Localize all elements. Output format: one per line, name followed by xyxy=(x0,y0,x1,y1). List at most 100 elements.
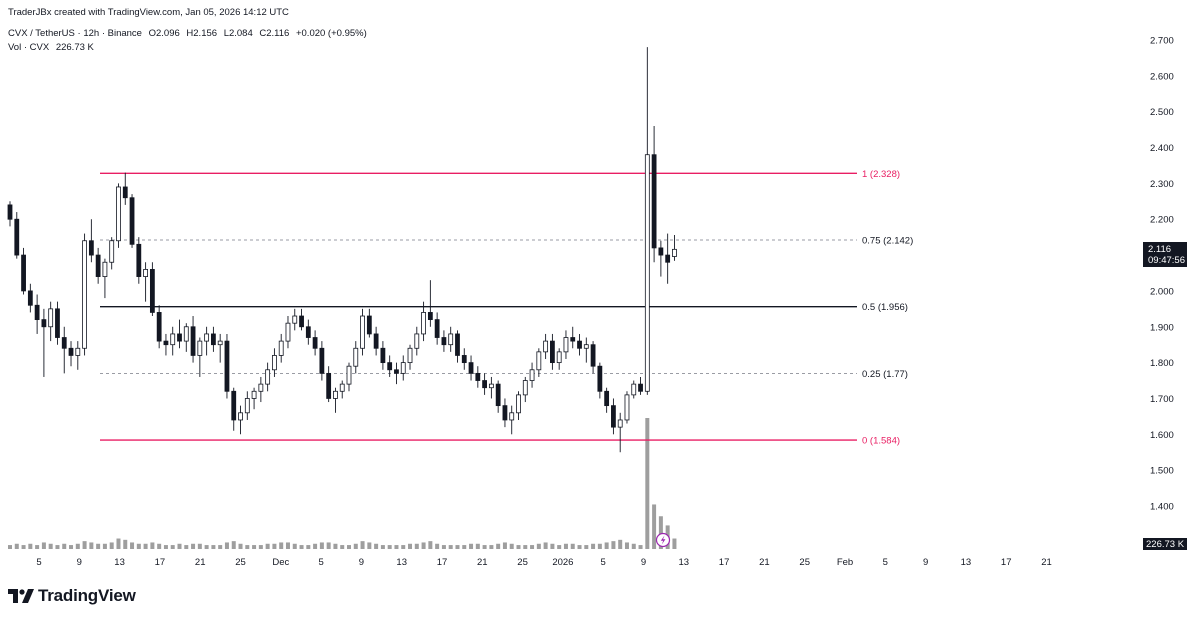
volume-bar xyxy=(96,543,101,549)
fib-retracement[interactable]: 1 (2.328) 0.75 (2.142) 0.5 (1.956) 0.25 (1.… xyxy=(100,169,913,447)
candle xyxy=(68,341,74,367)
time-tick-label: 9 xyxy=(359,557,364,568)
candle xyxy=(373,326,379,356)
symbol-name[interactable]: CVX / TetherUS · 12h · Binance xyxy=(8,28,142,39)
candle xyxy=(502,398,508,428)
volume-bar xyxy=(204,545,209,549)
volume-bar xyxy=(597,543,602,549)
volume-bar xyxy=(157,543,162,549)
candle xyxy=(638,376,643,395)
volume-bar xyxy=(489,545,494,549)
candle xyxy=(421,301,426,342)
low-value: L2.084 xyxy=(223,28,253,39)
volume-badge-value: 226.73 K xyxy=(1146,539,1185,550)
candle xyxy=(292,308,298,331)
candle xyxy=(366,308,372,338)
candle xyxy=(231,387,237,431)
candle xyxy=(109,237,115,270)
volume-bar xyxy=(604,542,609,549)
bar-countdown: 09:47:56 xyxy=(1148,255,1185,266)
fib-level-label: 0.75 (2.142) xyxy=(862,236,913,247)
volume-bar xyxy=(530,545,535,549)
candle xyxy=(34,294,40,334)
candle xyxy=(122,172,128,205)
volume-bar xyxy=(28,543,33,549)
chart-credit: TraderJBx created with TradingView.com, … xyxy=(8,7,289,18)
candle xyxy=(631,380,637,399)
time-axis[interactable]: 5 9 13 17 21 25 Dec 5 9 13 17 21 25 2026 5 9 13 17 21 25 Feb… xyxy=(36,557,1051,568)
candle xyxy=(590,341,596,374)
candle xyxy=(461,348,467,370)
candle xyxy=(414,326,420,356)
candle xyxy=(61,326,67,374)
time-tick-label: 5 xyxy=(601,557,606,568)
volume-bar xyxy=(41,542,46,549)
price-tick-label: 1.900 xyxy=(1150,322,1174,333)
candle xyxy=(604,387,610,413)
tradingview-logo-text: TradingView xyxy=(38,586,136,605)
candle xyxy=(394,362,399,385)
candle xyxy=(170,326,176,356)
volume-bar xyxy=(21,545,26,549)
lightning-icon[interactable] xyxy=(655,532,671,548)
volume-bar xyxy=(577,545,582,549)
volume-value: 226.73 K xyxy=(55,42,94,53)
volume-bar xyxy=(184,545,189,549)
volume-bar xyxy=(116,538,121,549)
volume-bar xyxy=(109,542,114,549)
volume-bar xyxy=(75,543,80,549)
candle xyxy=(563,330,569,360)
candle xyxy=(380,341,386,370)
volume-bar xyxy=(62,543,67,549)
candle xyxy=(333,387,338,413)
time-tick-label: 17 xyxy=(155,557,166,568)
volume-bar xyxy=(238,543,243,549)
last-price-badge: 2.116 09:47:56 xyxy=(1143,242,1187,267)
candle xyxy=(360,308,365,356)
volume-bar xyxy=(306,545,311,549)
candles xyxy=(7,47,677,453)
volume-bar xyxy=(143,543,148,549)
volume-label[interactable]: Vol · CVX xyxy=(8,42,50,53)
volume-bars xyxy=(8,418,677,549)
price-tick-label: 2.500 xyxy=(1150,107,1174,118)
volume-bar xyxy=(69,545,74,549)
candle xyxy=(305,319,311,345)
price-axis[interactable]: 1.4001.5001.6001.7001.8001.9002.0002.100… xyxy=(1150,36,1174,513)
volume-badge: 226.73 K xyxy=(1143,538,1187,550)
candle xyxy=(285,316,291,349)
volume-bar xyxy=(211,545,216,549)
volume-bar xyxy=(631,543,636,549)
candle xyxy=(617,412,623,453)
candle xyxy=(55,301,60,345)
candle xyxy=(41,308,47,377)
volume-bar xyxy=(285,542,290,549)
volume-bar xyxy=(82,541,87,549)
volume-bar xyxy=(102,543,107,549)
candle xyxy=(522,376,528,403)
symbol-legend: CVX / TetherUS · 12h · Binance O2.096 H2… xyxy=(8,28,371,39)
candle xyxy=(156,305,162,349)
tradingview-logo[interactable]: TradingView xyxy=(8,585,136,607)
change-value: +0.020 (+0.95%) xyxy=(295,28,367,39)
volume-bar xyxy=(170,545,175,549)
volume-bar xyxy=(292,543,297,549)
volume-bar xyxy=(401,545,406,549)
candle xyxy=(95,247,101,284)
candle xyxy=(217,333,223,363)
volume-bar xyxy=(435,543,440,549)
candle xyxy=(116,183,121,248)
volume-bar xyxy=(374,543,379,549)
last-price: 2.116 xyxy=(1148,244,1171,255)
candle xyxy=(665,233,671,284)
time-tick-label: 13 xyxy=(396,557,407,568)
time-tick-label: 13 xyxy=(679,557,690,568)
volume-bar xyxy=(509,543,514,549)
candle xyxy=(482,373,488,395)
volume-bar xyxy=(557,545,562,549)
time-tick-label: 21 xyxy=(1041,557,1052,568)
candle xyxy=(509,405,515,435)
candle xyxy=(448,326,454,352)
volume-bar xyxy=(319,542,324,549)
